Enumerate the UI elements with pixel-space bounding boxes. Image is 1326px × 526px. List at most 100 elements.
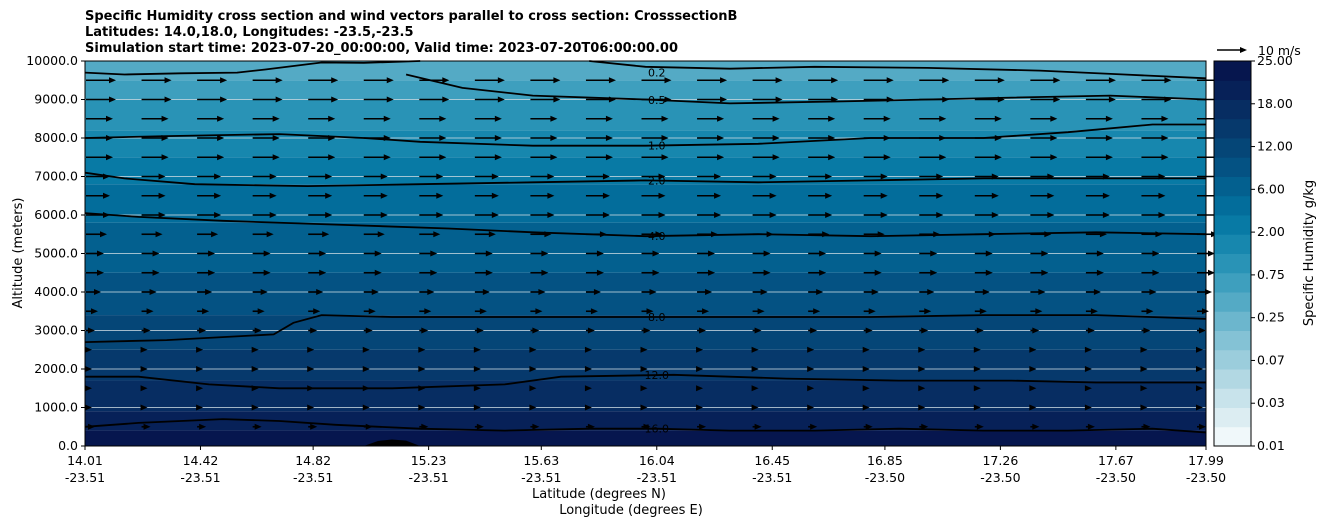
- wind-arrow: [474, 135, 502, 141]
- wind-arrow: [585, 77, 616, 84]
- wind-arrow: [1030, 269, 1049, 276]
- wind-arrow: [696, 404, 704, 411]
- wind-arrow: [584, 385, 592, 392]
- contour-label: 0.2: [648, 67, 666, 80]
- wind-arrow: [973, 385, 981, 392]
- x-tick-label-lon: -23.50: [980, 470, 1020, 485]
- wind-arrow: [140, 346, 148, 353]
- wind-arrow: [585, 289, 601, 295]
- wind-arrow: [751, 346, 759, 353]
- wind-arrow: [141, 269, 160, 276]
- wind-arrow: [86, 289, 101, 295]
- wind-arrow: [530, 327, 540, 334]
- wind-arrow: [1084, 366, 1092, 372]
- wind-arrow: [641, 96, 672, 103]
- wind-arrow: [362, 366, 370, 372]
- wind-arrow: [1085, 135, 1113, 141]
- colorbar-segment: [1214, 311, 1251, 331]
- wind-arrow: [196, 385, 204, 392]
- wind-arrow: [641, 423, 651, 430]
- wind-arrow: [419, 77, 450, 84]
- contour-line: [84, 171, 1206, 188]
- wind-arrow: [86, 77, 116, 84]
- wind-arrow: [530, 250, 549, 257]
- wind-arrow: [251, 385, 259, 392]
- wind-arrow: [751, 385, 759, 392]
- wind-arrow: [308, 77, 339, 84]
- wind-arrow: [251, 346, 259, 353]
- wind-arrow: [585, 192, 610, 199]
- x-axis-label-longitude: Longitude (degrees E): [559, 503, 703, 518]
- wind-arrow: [140, 366, 148, 372]
- wind-arrow: [807, 366, 815, 372]
- wind-arrow: [140, 385, 148, 392]
- colorbar-tick-label: 0.07: [1257, 352, 1285, 367]
- humidity-band: [85, 184, 1206, 223]
- wind-arrow: [752, 173, 777, 180]
- wind-arrow: [974, 96, 1005, 103]
- humidity-band: [85, 430, 1206, 446]
- wind-arrow: [1030, 231, 1052, 238]
- wind-arrow: [641, 250, 660, 257]
- colorbar-segment: [1214, 330, 1251, 351]
- wind-arrow: [252, 423, 262, 430]
- wind-arrow: [1085, 327, 1095, 334]
- wind-arrow: [1197, 327, 1206, 334]
- wind-arrow: [307, 366, 315, 372]
- humidity-band: [85, 222, 1206, 273]
- wind-arrow: [308, 308, 321, 315]
- wind-arrow: [808, 96, 839, 103]
- wind-arrow: [1084, 385, 1092, 392]
- wind-arrow: [863, 212, 888, 218]
- wind-arrow: [419, 212, 444, 218]
- wind-arrow: [197, 308, 210, 315]
- wind-arrow: [1085, 173, 1110, 180]
- wind-arrow: [808, 77, 839, 84]
- wind-arrow: [141, 135, 169, 141]
- wind-arrow: [585, 135, 613, 141]
- colorbar-segment: [1214, 349, 1251, 370]
- wind-arrow: [808, 135, 836, 141]
- wind-arrow: [1141, 154, 1169, 161]
- wind-arrow: [973, 346, 981, 353]
- contour-line: [589, 60, 1207, 80]
- wind-arrow: [974, 269, 993, 276]
- humidity-band: [85, 99, 1206, 131]
- wind-arrow: [1030, 308, 1043, 315]
- wind-arrow: [419, 423, 429, 430]
- wind-arrow: [1029, 385, 1037, 392]
- wind-arrow: [863, 173, 888, 180]
- contour-label: 8.0: [648, 311, 666, 324]
- wind-arrow: [419, 250, 438, 257]
- wind-arrow: [418, 404, 426, 411]
- wind-arrow: [585, 327, 595, 334]
- wind-arrow: [974, 135, 1002, 141]
- x-tick-label-lon: -23.51: [65, 470, 105, 485]
- colorbar-tick-label: 0.75: [1257, 267, 1285, 282]
- wind-arrow: [474, 423, 484, 430]
- wind-arrow: [252, 212, 277, 218]
- wind-arrow: [641, 269, 660, 276]
- wind-arrow: [919, 423, 929, 430]
- wind-arrow: [1085, 423, 1095, 430]
- wind-arrow: [1030, 423, 1040, 430]
- wind-arrow: [808, 289, 824, 295]
- wind-arrow: [918, 404, 926, 411]
- wind-arrow: [697, 250, 716, 257]
- wind-arrow: [1140, 385, 1148, 392]
- wind-arrow: [1085, 250, 1104, 257]
- wind-arrow: [86, 212, 110, 218]
- wind-arrow: [196, 366, 204, 372]
- wind-arrow: [807, 346, 815, 353]
- wind-arrow: [752, 212, 777, 218]
- wind-arrow: [252, 173, 277, 180]
- wind-arrow: [752, 96, 783, 103]
- wind-arrow: [585, 423, 595, 430]
- wind-arrow: [808, 327, 818, 334]
- wind-arrow: [974, 212, 999, 218]
- wind-arrow: [196, 404, 204, 411]
- colorbar-tick-label: 2.00: [1257, 224, 1285, 239]
- wind-arrow: [473, 346, 481, 353]
- wind-arrow: [1030, 135, 1058, 141]
- wind-arrow: [419, 154, 447, 161]
